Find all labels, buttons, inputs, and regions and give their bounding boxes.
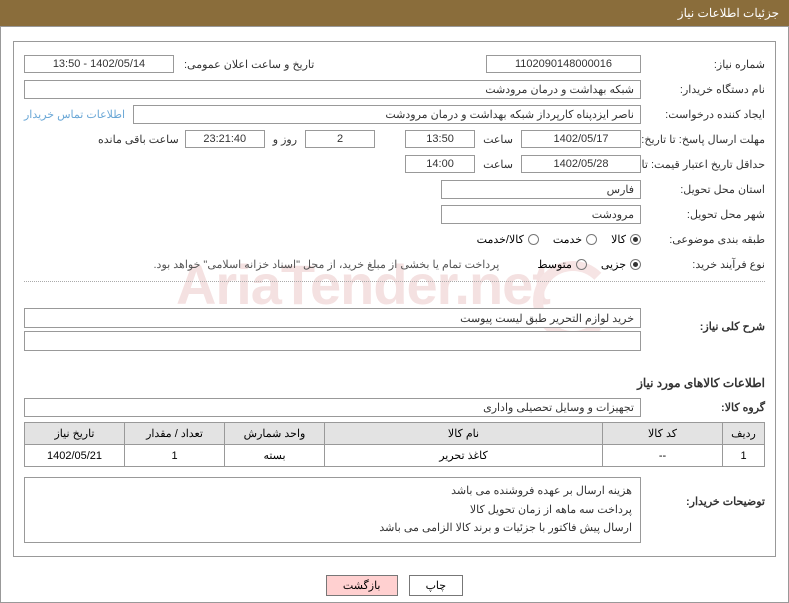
need-number-value: 1102090148000016 [486, 55, 641, 73]
back-button[interactable]: بازگشت [326, 575, 398, 596]
buyer-notes-label: توضیحات خریدار: [645, 477, 765, 508]
summary-extra [24, 331, 641, 351]
note-line-1: هزینه ارسال بر عهده فروشنده می باشد [33, 482, 632, 501]
response-hour: 13:50 [405, 130, 475, 148]
announce-value: 1402/05/14 - 13:50 [24, 55, 174, 73]
validity-hour: 14:00 [405, 155, 475, 173]
th-name: نام کالا [325, 423, 603, 445]
response-deadline-label: مهلت ارسال پاسخ: تا تاریخ: [645, 133, 765, 146]
th-qty: تعداد / مقدار [125, 423, 225, 445]
hour-label-1: ساعت [483, 133, 513, 146]
group-label: گروه کالا: [645, 401, 765, 414]
buyer-value: شبکه بهداشت و درمان مرودشت [24, 80, 641, 99]
page-header: جزئیات اطلاعات نیاز [0, 0, 789, 26]
button-row: چاپ بازگشت [3, 567, 786, 600]
validity-label: حداقل تاریخ اعتبار قیمت: تا تاریخ: [645, 158, 765, 171]
note-line-2: پرداخت سه ماهه از زمان تحویل کالا [33, 501, 632, 520]
validity-date: 1402/05/28 [521, 155, 641, 173]
th-unit: واحد شمارش [225, 423, 325, 445]
th-date: تاریخ نیاز [25, 423, 125, 445]
summary-label: شرح کلی نیاز: [645, 308, 765, 333]
radio-service[interactable]: خدمت [553, 233, 597, 246]
row-response-deadline: مهلت ارسال پاسخ: تا تاریخ: 1402/05/17 سا… [24, 128, 765, 150]
cell-row: 1 [723, 445, 765, 467]
row-summary: شرح کلی نیاز: خرید لوازم التحریر طبق لیس… [24, 308, 765, 354]
radio-goods[interactable]: کالا [611, 233, 641, 246]
table-row: 1 -- کاغذ تحریر بسته 1 1402/05/21 [25, 445, 765, 467]
cell-date: 1402/05/21 [25, 445, 125, 467]
countdown: 23:21:40 [185, 130, 265, 148]
purchase-type-label: نوع فرآیند خرید: [645, 258, 765, 271]
main-panel: AriaTender.net شماره نیاز: 1102090148000… [13, 41, 776, 557]
radio-partial[interactable]: جزیی [601, 258, 641, 271]
row-requester: ایجاد کننده درخواست: ناصر ایزدپناه کارپر… [24, 103, 765, 125]
radio-medium[interactable]: متوسط [537, 258, 587, 271]
hour-label-2: ساعت [483, 158, 513, 171]
th-row: ردیف [723, 423, 765, 445]
cell-code: -- [603, 445, 723, 467]
cell-name: کاغذ تحریر [325, 445, 603, 467]
requester-value: ناصر ایزدپناه کارپرداز شبکه بهداشت و درم… [133, 105, 641, 124]
row-group: گروه کالا: تجهیزات و وسایل تحصیلی واداری [24, 396, 765, 418]
response-date: 1402/05/17 [521, 130, 641, 148]
group-value: تجهیزات و وسایل تحصیلی واداری [24, 398, 641, 417]
row-purchase-type: نوع فرآیند خرید: جزیی متوسط پرداخت تمام … [24, 253, 765, 275]
cell-qty: 1 [125, 445, 225, 467]
remain-label: ساعت باقی مانده [98, 133, 179, 146]
summary-value: خرید لوازم التحریر طبق لیست پیوست [24, 308, 641, 328]
row-category: طبقه بندی موضوعی: کالا خدمت کالا/خدمت [24, 228, 765, 250]
cell-unit: بسته [225, 445, 325, 467]
category-label: طبقه بندی موضوعی: [645, 233, 765, 246]
days-value: 2 [305, 130, 375, 148]
city-value: مرودشت [441, 205, 641, 224]
contact-link[interactable]: اطلاعات تماس خریدار [24, 108, 125, 121]
announce-label: تاریخ و ساعت اعلان عمومی: [184, 58, 314, 71]
row-province: استان محل تحویل: فارس [24, 178, 765, 200]
goods-table: ردیف کد کالا نام کالا واحد شمارش تعداد /… [24, 422, 765, 467]
province-label: استان محل تحویل: [645, 183, 765, 196]
treasury-note: پرداخت تمام یا بخشی از مبلغ خرید، از محل… [154, 258, 500, 271]
print-button[interactable]: چاپ [409, 575, 464, 596]
outer-frame: AriaTender.net شماره نیاز: 1102090148000… [0, 26, 789, 603]
buyer-label: نام دستگاه خریدار: [645, 83, 765, 96]
th-code: کد کالا [603, 423, 723, 445]
row-need-number: شماره نیاز: 1102090148000016 تاریخ و ساع… [24, 53, 765, 75]
buyer-notes-box: هزینه ارسال بر عهده فروشنده می باشد پردا… [24, 477, 641, 543]
table-header-row: ردیف کد کالا نام کالا واحد شمارش تعداد /… [25, 423, 765, 445]
day-and-label: روز و [273, 133, 297, 146]
page-title: جزئیات اطلاعات نیاز [678, 6, 779, 20]
row-city: شهر محل تحویل: مرودشت [24, 203, 765, 225]
row-buyer-notes: توضیحات خریدار: هزینه ارسال بر عهده فروش… [24, 477, 765, 543]
need-number-label: شماره نیاز: [645, 58, 765, 71]
city-label: شهر محل تحویل: [645, 208, 765, 221]
radio-both[interactable]: کالا/خدمت [477, 233, 539, 246]
row-validity: حداقل تاریخ اعتبار قیمت: تا تاریخ: 1402/… [24, 153, 765, 175]
requester-label: ایجاد کننده درخواست: [645, 108, 765, 121]
province-value: فارس [441, 180, 641, 199]
goods-section-title: اطلاعات کالاهای مورد نیاز [24, 376, 765, 390]
separator [24, 281, 765, 282]
row-buyer: نام دستگاه خریدار: شبکه بهداشت و درمان م… [24, 78, 765, 100]
note-line-3: ارسال پیش فاکتور با جزئیات و برند کالا ا… [33, 519, 632, 538]
